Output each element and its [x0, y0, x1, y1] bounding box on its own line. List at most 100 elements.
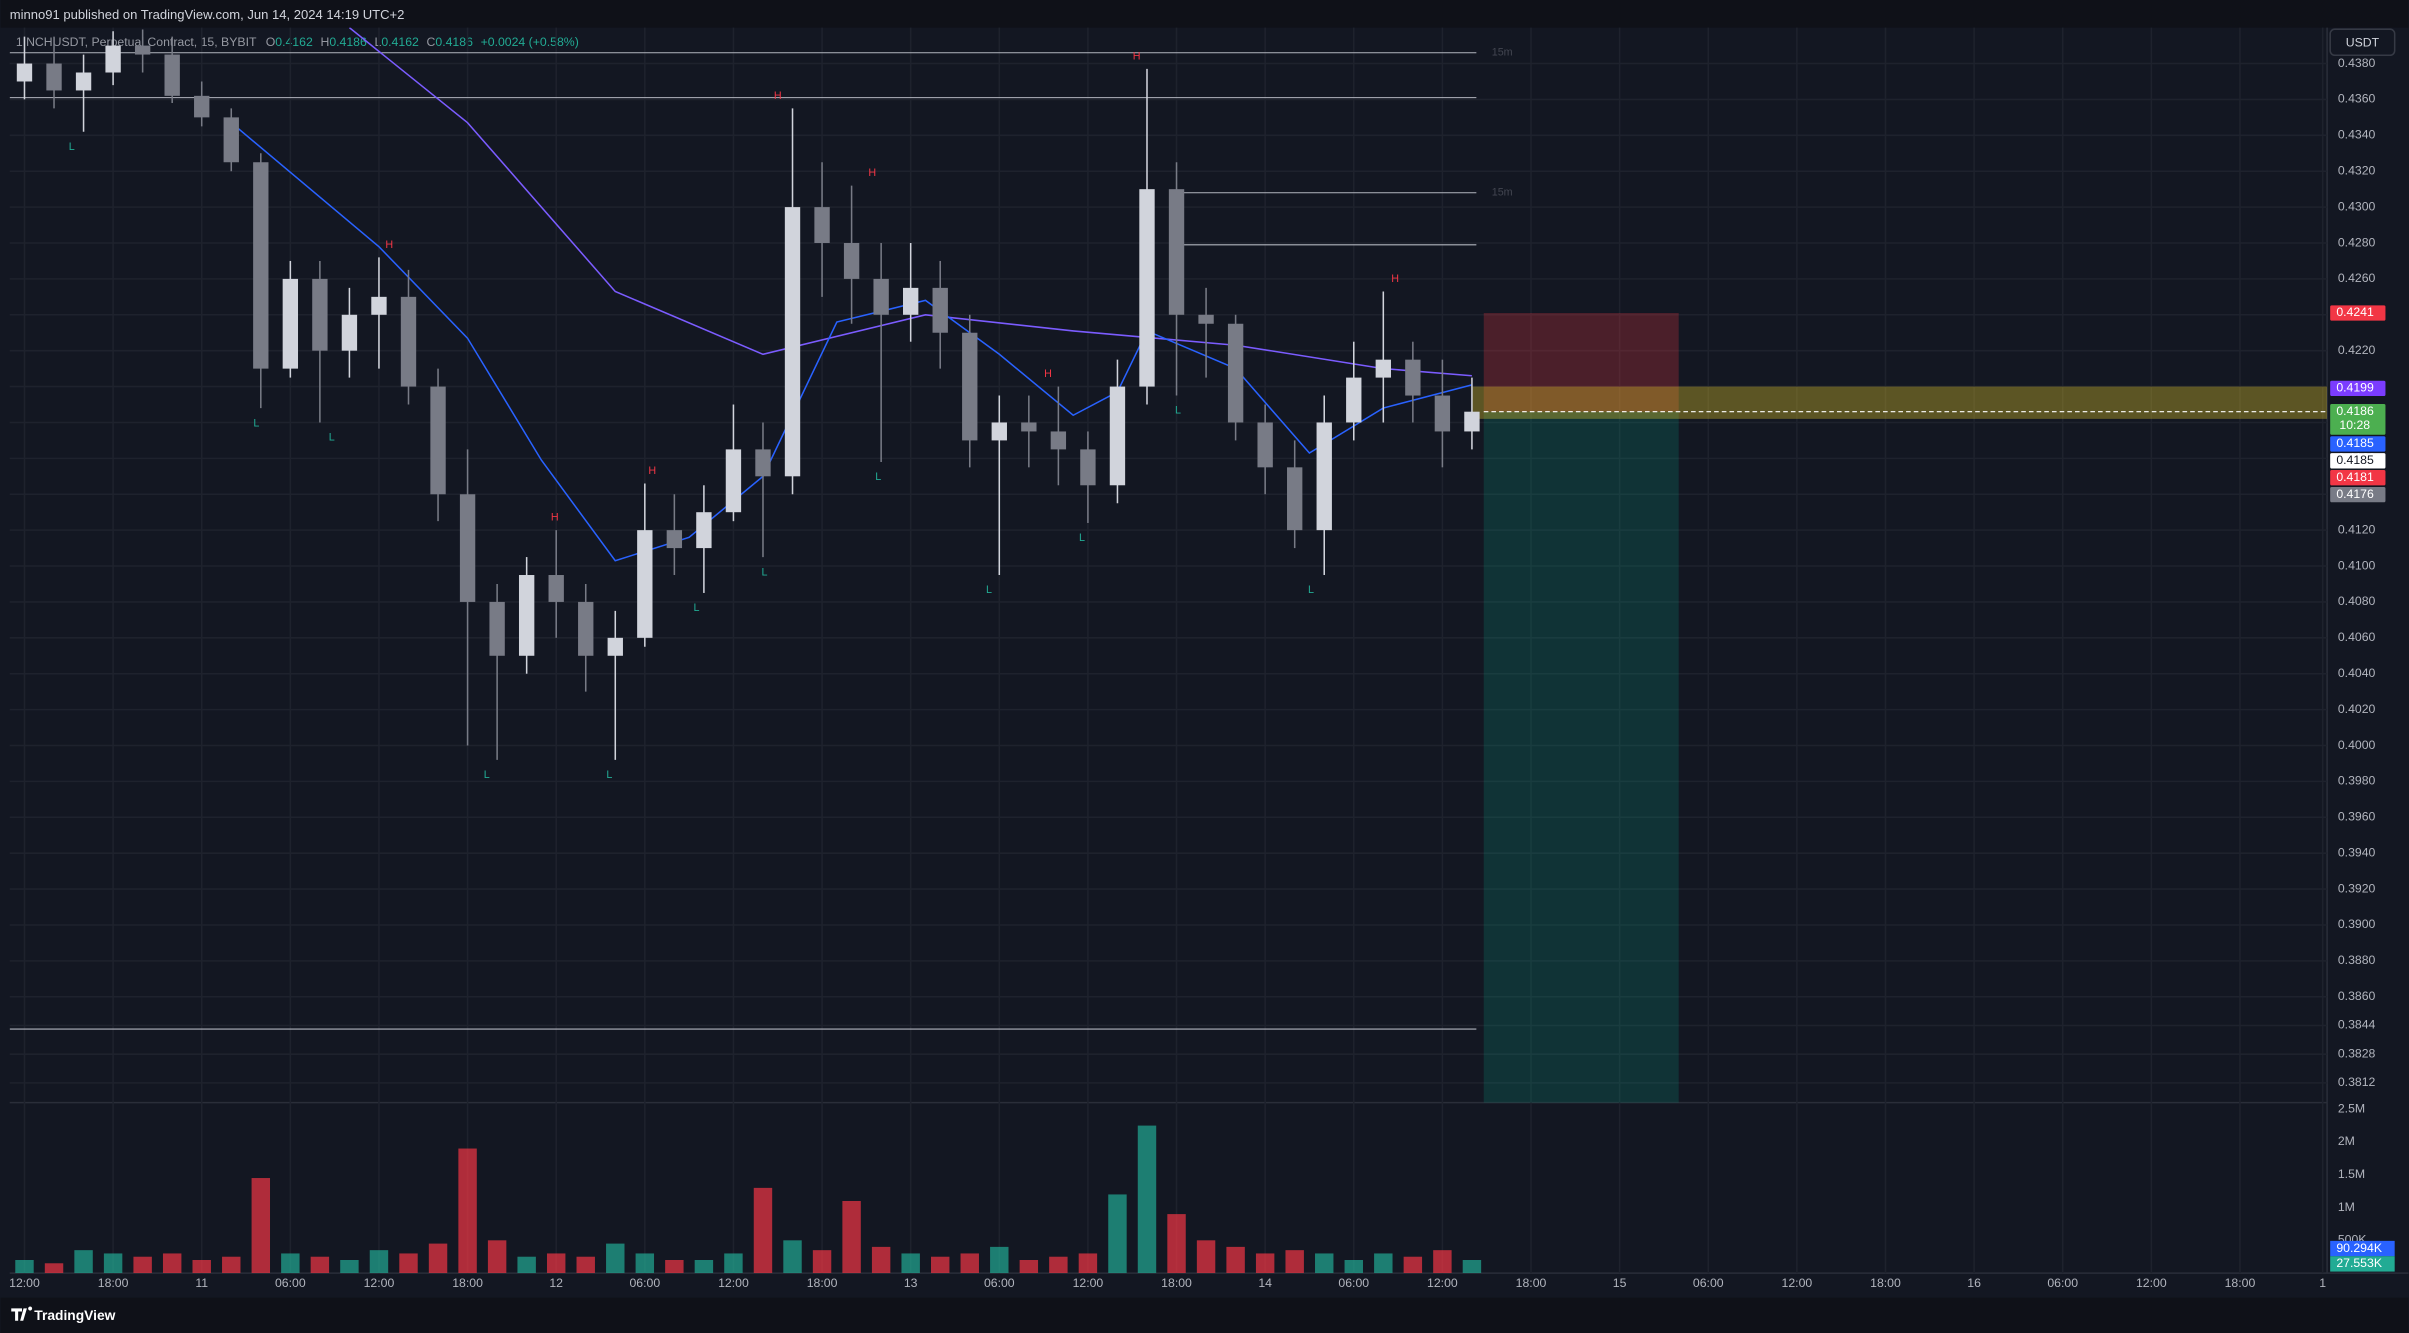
candle-body	[991, 422, 1007, 441]
volume-bar	[635, 1253, 655, 1274]
price-tag-label: 0.4185	[2336, 436, 2374, 450]
volume-bar	[960, 1253, 979, 1274]
candle-body	[430, 386, 446, 495]
pivot-label: L	[694, 602, 700, 614]
volume-tick-label: 2.5M	[2338, 1101, 2365, 1115]
candle-body	[1021, 422, 1037, 432]
volume-bar	[901, 1253, 920, 1274]
ohlc-key: O	[266, 35, 276, 49]
candle-body	[1346, 377, 1362, 423]
volume-tick-label: 1M	[2338, 1200, 2355, 1214]
candle-body	[282, 278, 299, 369]
candle-body	[873, 278, 889, 315]
ohlc-key: C	[427, 35, 436, 49]
volume-bar	[1019, 1259, 1039, 1274]
ohlc-value: 0.4162	[275, 35, 313, 49]
pivot-label: L	[329, 432, 335, 444]
candle-body	[932, 287, 948, 333]
volume-bar	[694, 1259, 714, 1274]
candle-body	[962, 332, 978, 441]
target-zone	[1483, 411, 1679, 1103]
volume-tag-label: 27.553K	[2336, 1256, 2383, 1270]
volume-bar	[517, 1256, 536, 1274]
x-tick-label: 06:00	[1693, 1276, 1724, 1290]
volume-bar	[192, 1259, 211, 1274]
price-tag	[2330, 470, 2386, 486]
volume-bar	[724, 1253, 743, 1274]
x-tick-label: 12:00	[1073, 1276, 1104, 1290]
y-tick-label: 0.4260	[2338, 271, 2376, 285]
volume-bar	[369, 1250, 389, 1274]
candle-body	[1080, 449, 1096, 486]
x-tick-label: 13	[904, 1276, 918, 1290]
candle-body	[1198, 314, 1214, 324]
pivot-label: H	[1133, 50, 1141, 62]
x-tick-label: 18:00	[1870, 1276, 1901, 1290]
candle-body	[1227, 323, 1244, 423]
volume-bar	[487, 1240, 507, 1274]
candle-body	[16, 63, 33, 82]
price-tag-label: 0.4186	[2336, 404, 2374, 418]
volume-bar	[1433, 1250, 1452, 1274]
pivot-label: H	[385, 239, 393, 251]
candle-body	[548, 575, 564, 602]
volume-bar	[162, 1253, 182, 1274]
y-tick-label: 0.4060	[2338, 630, 2376, 644]
y-tick-label: 0.4100	[2338, 558, 2376, 572]
y-tick-label: 0.3900	[2338, 917, 2376, 931]
footer-bar	[0, 1297, 2409, 1333]
volume-tag	[2330, 1240, 2395, 1257]
level-label: 15m	[1492, 187, 1513, 199]
volume-bar	[74, 1250, 93, 1274]
x-tick-label: 18:00	[98, 1276, 129, 1290]
moving-average	[230, 122, 1473, 562]
candle-body	[1050, 431, 1067, 450]
x-tick-label: 06:00	[984, 1276, 1015, 1290]
candle-body	[1168, 189, 1185, 315]
candle-body	[371, 296, 387, 315]
pivot-label: L	[69, 141, 75, 153]
brand: TradingView	[34, 1307, 115, 1323]
candle-body	[253, 162, 269, 369]
currency-label[interactable]: USDT	[2346, 35, 2380, 49]
y-tick-label: 0.4220	[2338, 343, 2376, 357]
volume-tag-label: 90.294K	[2336, 1241, 2383, 1255]
price-tag	[2330, 436, 2386, 452]
y-tick-label: 0.3980	[2338, 774, 2376, 788]
candle-body	[459, 494, 476, 602]
volume-bar	[871, 1246, 891, 1274]
currency-button[interactable]	[2329, 28, 2396, 57]
x-tick-label: 15	[1613, 1276, 1627, 1290]
volume-tag	[2330, 1256, 2395, 1272]
volume-bar	[251, 1178, 271, 1274]
candle-body	[637, 530, 653, 638]
pivot-label: H	[1391, 273, 1399, 285]
volume-bar	[1374, 1253, 1393, 1274]
volume-bar	[1137, 1125, 1157, 1274]
y-tick-label: 0.3880	[2338, 953, 2376, 967]
candle-body	[1287, 467, 1303, 531]
change: +0.0024 (+0.58%)	[481, 35, 579, 49]
candle-body	[341, 314, 358, 351]
pivot-label: L	[875, 471, 881, 483]
volume-bar	[15, 1259, 34, 1274]
axes: 12:00 18:00 11 06:00 12:00 18:00 12 06:00 12:00 1…	[9, 56, 2395, 1290]
candle-body	[134, 45, 151, 55]
x-tick-label: 12:00	[1782, 1276, 1813, 1290]
volume-bar	[1226, 1246, 1245, 1274]
y-tick-label: 0.4040	[2338, 666, 2376, 680]
y-tick-label: 0.3960	[2338, 810, 2376, 824]
x-tick-label: 14	[1258, 1276, 1272, 1290]
pivot-label: L	[1079, 532, 1085, 544]
candle-body	[46, 63, 62, 91]
volume-bar	[753, 1187, 773, 1274]
y-tick-label: 0.4020	[2338, 702, 2376, 716]
x-tick-label: 12	[549, 1276, 563, 1290]
volume-bar	[1049, 1256, 1068, 1274]
y-tick-label: 0.3844	[2338, 1018, 2376, 1032]
grid	[9, 27, 2328, 1274]
volume-bar	[1403, 1256, 1423, 1274]
volume-bar	[1255, 1253, 1275, 1274]
pivot-label: L	[253, 417, 259, 429]
